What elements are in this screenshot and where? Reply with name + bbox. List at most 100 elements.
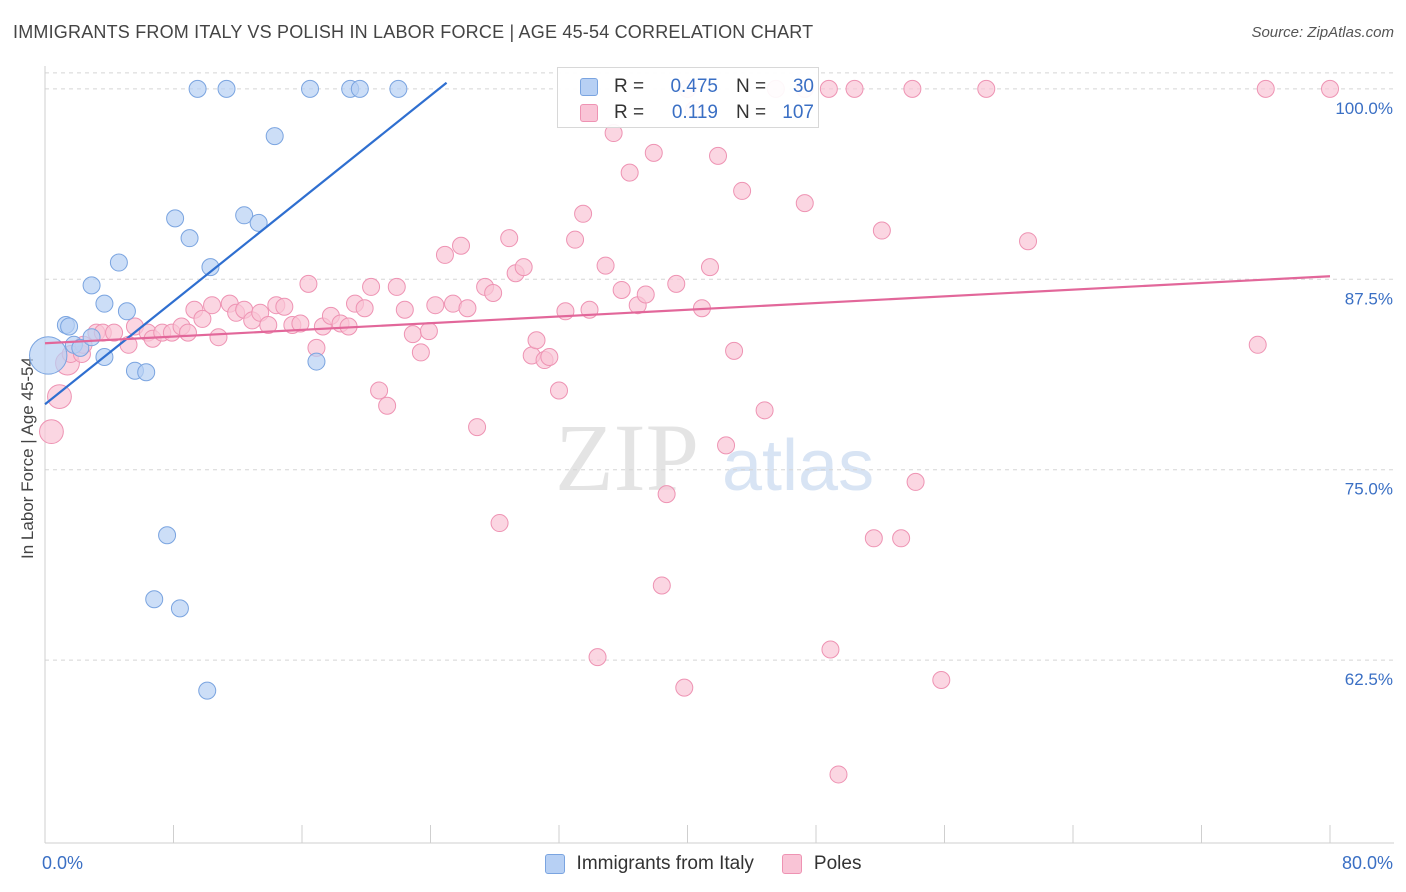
italy-point [82,328,101,347]
poles-point [1248,335,1267,354]
poles-point [903,79,922,98]
chart-title: IMMIGRANTS FROM ITALY VS POLISH IN LABOR… [13,22,814,42]
italy-point [145,590,164,609]
poles-point [795,194,814,213]
watermark-atlas: atlas [722,426,874,506]
legend-label-poles: Poles [813,853,862,874]
poles-point [819,79,838,98]
poles-point [259,316,278,334]
poles-point [355,299,374,318]
source-credit: Source: ZipAtlas.com [1251,24,1394,41]
axes [44,66,1394,844]
italy-point [109,253,128,272]
italy-point [301,79,320,98]
r-label: R = [614,102,645,123]
watermark: ZIP atlas [555,404,874,511]
italy-point [265,127,284,146]
poles-point [193,309,212,328]
r-label: R = [614,76,645,97]
poles-point [596,256,615,275]
poles-point [411,343,430,362]
stats-legend: R = 0.475 N = 30 R = 0.119 N = 107 [557,67,819,128]
poles-point [574,204,593,223]
italy-point [350,79,369,98]
poles-point [588,648,607,667]
poles-point [291,314,310,333]
poles-point [39,419,64,445]
italy-point [217,79,236,98]
italy-point [201,258,220,277]
italy-point [137,363,156,382]
poles-point [458,299,477,318]
series-legend: Immigrants from Italy Poles [0,850,1406,878]
series-italy [29,79,408,700]
italy-point [82,276,101,295]
poles-point [733,181,752,200]
y-tick-label: 62.5% [1345,670,1393,689]
poles-point [700,258,719,277]
n-label: N = [736,102,767,123]
x-tick-label: 80.0% [1342,853,1393,873]
stats-row-italy: R = 0.475 N = 30 [580,73,814,101]
italy-point [71,338,90,357]
trend-lines [44,81,1331,406]
poles-point [203,296,222,315]
poles-point [829,765,848,784]
italy-legend-swatch [544,854,565,874]
poles-point [1321,79,1339,98]
poles-point [725,341,744,360]
poles-point [566,230,585,249]
italy-point [198,681,217,700]
poles-point [657,485,676,504]
poles-point [275,297,294,316]
italy-point [188,79,207,98]
r-value: 0.475 [670,76,718,97]
poles-point [362,277,381,296]
n-value: 107 [782,102,814,123]
tick-labels: 100.0% 87.5% 75.0% 62.5% 0.0% 80.0% [42,99,1393,873]
poles-trend-line [44,275,1331,345]
italy-point [95,294,114,313]
poles-point [620,163,639,182]
poles-point [419,322,438,341]
poles-point [370,381,389,400]
poles-point [932,670,951,689]
italy-point [60,317,79,336]
italy-point [158,526,177,545]
italy-point [117,302,136,321]
poles-point [403,325,422,344]
poles-point [514,258,533,277]
poles-point [906,472,925,491]
poles-point [299,274,318,293]
poles-point [636,285,655,304]
poles-point [644,143,663,162]
poles-point [892,529,911,548]
n-label: N = [736,76,767,97]
poles-point [484,284,503,303]
y-tick-label: 87.5% [1345,289,1393,308]
poles-point [435,245,454,264]
italy-trend-line [44,81,448,406]
legend-item-poles[interactable]: Poles [781,853,862,875]
y-tick-label: 75.0% [1345,480,1393,499]
italy-point [307,352,326,371]
italy-point [389,79,408,98]
stats-row-poles: R = 0.119 N = 107 [580,99,814,127]
poles-point [426,296,445,315]
poles-point [178,323,197,342]
poles-point [387,277,406,296]
italy-point [180,229,199,248]
series-poles [39,79,1339,784]
poles-point [209,328,228,347]
italy-swatch [580,78,598,96]
poles-point [550,381,568,400]
poles-point [105,323,124,342]
poles-point [490,514,509,533]
poles-point [977,79,996,98]
poles-point [755,401,774,420]
poles-legend-swatch [781,854,802,874]
legend-item-italy[interactable]: Immigrants from Italy [544,853,754,875]
legend-label-italy: Immigrants from Italy [576,853,754,874]
poles-point [667,274,686,293]
